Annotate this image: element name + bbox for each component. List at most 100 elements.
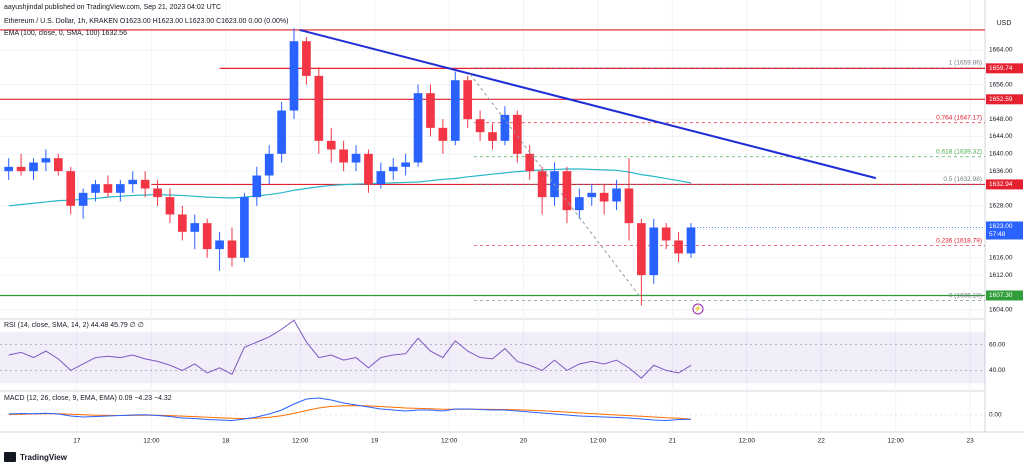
candle-body bbox=[240, 197, 249, 258]
price-tag-label: 1652.59 bbox=[989, 96, 1013, 103]
candle-body bbox=[53, 158, 63, 172]
y-tick-label: 1644.00 bbox=[989, 133, 1013, 140]
candle-body bbox=[401, 162, 411, 167]
y-tick-label: 1628.00 bbox=[989, 203, 1013, 210]
logo bbox=[4, 452, 16, 462]
macd-legend: MACD (12, 26, close, 9, EMA, EMA) 0.09 −… bbox=[4, 395, 172, 402]
candle-body bbox=[16, 166, 26, 172]
ema-line bbox=[8, 168, 692, 207]
x-tick-label: 12:00 bbox=[590, 438, 607, 445]
rsi-band bbox=[0, 331, 985, 384]
candle-body bbox=[364, 153, 373, 185]
grid bbox=[0, 0, 985, 432]
candle-body bbox=[612, 188, 621, 202]
event-icon[interactable] bbox=[692, 303, 704, 315]
price-tag-label: 1623.00 bbox=[989, 223, 1013, 230]
candle-body bbox=[289, 41, 299, 111]
x-tick-label: 12:00 bbox=[143, 438, 160, 445]
fib-label: 0.764 (1647.17) bbox=[936, 115, 982, 122]
candle-body bbox=[140, 179, 150, 189]
x-tick-label: 23 bbox=[966, 438, 974, 445]
x-tick-label: 20 bbox=[520, 438, 528, 445]
y-tick-label: 60.00 bbox=[989, 341, 1006, 348]
symbol-line: Ethereum / U.S. Dollar, 1h, KRAKEN O1623… bbox=[4, 18, 288, 25]
candle-body bbox=[91, 184, 100, 193]
candle-body bbox=[488, 132, 497, 141]
candle-body bbox=[562, 171, 572, 211]
price-tag bbox=[986, 179, 1023, 190]
candle-body bbox=[66, 171, 76, 206]
fib-label: 1 (1659.86) bbox=[949, 60, 982, 67]
y-tick-label: 1636.00 bbox=[989, 168, 1013, 175]
candle-body bbox=[674, 240, 683, 254]
candle-body bbox=[574, 197, 584, 211]
price-tag bbox=[986, 63, 1023, 74]
candle-body bbox=[438, 127, 448, 141]
price-tag bbox=[986, 290, 1023, 301]
price-tag-label: 1659.74 bbox=[989, 65, 1013, 72]
candle-body bbox=[302, 41, 311, 76]
candle-body bbox=[314, 75, 324, 141]
candle-body bbox=[190, 223, 200, 232]
x-tick-label: 12:00 bbox=[292, 438, 309, 445]
y-tick-label: 1612.00 bbox=[989, 272, 1013, 279]
y-tick-label: 0.00 bbox=[989, 412, 1002, 419]
candle-body bbox=[252, 175, 262, 198]
y-tick-label: 1604.00 bbox=[989, 306, 1013, 313]
candle-body bbox=[413, 93, 423, 163]
fib-label: 0.5 (1632.98) bbox=[943, 176, 982, 183]
candle-body bbox=[450, 80, 460, 141]
candle-body bbox=[661, 227, 671, 241]
y-tick-label: 1664.00 bbox=[989, 47, 1013, 54]
rsi-line bbox=[8, 319, 692, 379]
x-tick-label: 18 bbox=[222, 438, 230, 445]
candle-body bbox=[165, 197, 175, 215]
price-tag-label: 1632.94 bbox=[989, 181, 1013, 188]
candle-body bbox=[388, 166, 398, 172]
y-tick-label: 1640.00 bbox=[989, 151, 1013, 158]
y-tick-label: 1616.00 bbox=[989, 255, 1013, 262]
fib-label: 0.618 (1639.32) bbox=[936, 149, 982, 156]
x-tick-label: 17 bbox=[73, 438, 81, 445]
candle-body bbox=[78, 192, 88, 206]
x-tick-label: 21 bbox=[669, 438, 677, 445]
candle-body bbox=[277, 110, 286, 154]
candle-body bbox=[103, 184, 113, 193]
brand: TradingView bbox=[20, 453, 68, 462]
y-tick-label: 40.00 bbox=[989, 367, 1006, 374]
candle-body bbox=[525, 153, 535, 172]
candle-body bbox=[587, 192, 597, 198]
plot-area: 1659.74 1652.59 1632.94 1607.30 1 (1659.86) 0… bbox=[0, 28, 1023, 422]
rsi-legend: RSI (14, close, SMA, 14, 2) 44.48 45.79 … bbox=[4, 322, 144, 329]
candle-body bbox=[686, 227, 696, 254]
candle-body bbox=[475, 119, 485, 133]
candle-body bbox=[376, 171, 386, 185]
trend-line bbox=[299, 28, 877, 180]
publisher-line: aayushjindal published on TradingView.co… bbox=[4, 4, 221, 11]
candle-body bbox=[339, 149, 348, 163]
candle-body bbox=[637, 223, 646, 276]
candle-body bbox=[215, 240, 224, 250]
x-tick-label: 12:00 bbox=[739, 438, 756, 445]
candle-body bbox=[599, 192, 609, 202]
candle-body bbox=[202, 223, 212, 250]
candle-body bbox=[264, 153, 274, 176]
price-tag-label: 1607.30 bbox=[989, 292, 1013, 299]
price-tag bbox=[986, 221, 1023, 240]
candle-body bbox=[624, 188, 634, 224]
fib-label: 0 (1606.10) bbox=[949, 292, 982, 299]
event-icon-glyph: ⚡ bbox=[694, 305, 701, 313]
candle-body bbox=[426, 93, 435, 128]
candle-body bbox=[500, 114, 510, 141]
candle-body bbox=[29, 162, 38, 172]
candle-body bbox=[537, 171, 547, 198]
price-tag bbox=[986, 94, 1023, 105]
candle-body bbox=[41, 158, 51, 163]
candle-body bbox=[153, 188, 162, 198]
candle-body bbox=[512, 114, 522, 154]
ema-legend: EMA (100, close, 0, SMA, 100) 1632.56 bbox=[4, 30, 127, 37]
y-tick-label: 1648.00 bbox=[989, 116, 1013, 123]
candle-body bbox=[463, 80, 473, 120]
